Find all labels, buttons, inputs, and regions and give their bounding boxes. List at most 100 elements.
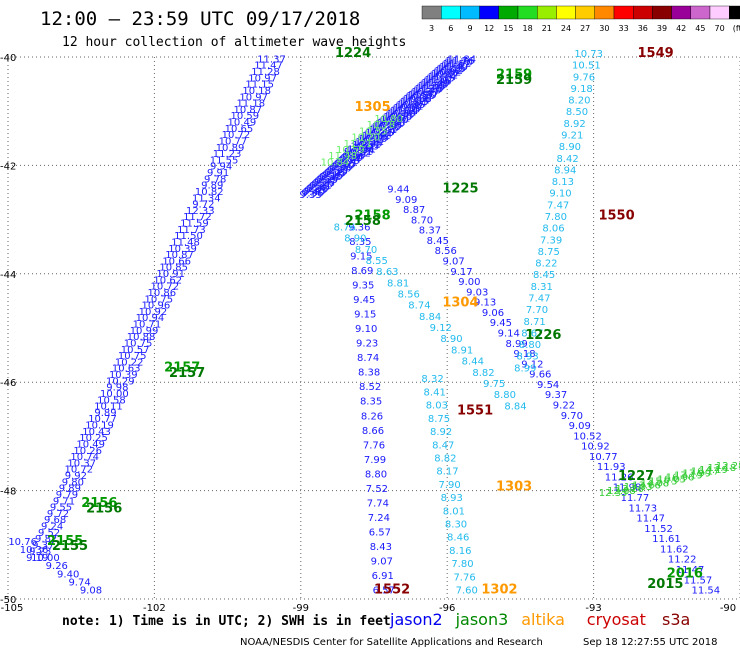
pass-time-label: 2158 [345,214,381,229]
wave-height-label: 9.74 [68,577,90,588]
wave-height-label: 11.28 [251,67,280,78]
wave-height-label: 10.89 [216,143,245,154]
wave-height-label: 11.61 [652,534,681,545]
wave-height-label: 11.72 [183,212,212,223]
wave-height-label: 10.77 [589,452,618,463]
colorbar-label: 18 [523,24,533,33]
wave-height-label: 8.67 [521,328,543,339]
wave-height-label: 7.52 [366,484,388,495]
wave-height-label: 10.37 [405,93,434,104]
wave-height-label: 9.54 [537,380,559,391]
wave-height-label: 10.77 [88,414,117,425]
wave-height-label: 11.23 [213,149,242,160]
chart-title: 12:00 – 23:59 UTC 09/17/2018 [40,8,360,30]
wave-height-label: 9.12 [521,359,543,370]
colorbar-label: (ft) [733,24,740,33]
wave-height-label: 10.72 [150,282,179,293]
wave-height-label: 9.44 [387,185,409,196]
wave-height-label: 10.87 [233,105,262,116]
wave-height-label: 9.13 [474,298,496,309]
wave-height-label: 8.52 [359,382,381,393]
colorbar-label: 12 [484,24,494,33]
wave-height-label: 10.22 [115,357,144,368]
colorbar-swatch [556,5,576,20]
wave-height-label: 10.11 [94,402,123,413]
wave-height-label: 10.51 [375,119,404,130]
wave-height-label: 10.04 [346,146,375,157]
wave-height-label: 8.70 [355,245,377,256]
wave-height-label: 6.57 [373,586,395,597]
wave-height-label: 8.91 [451,345,473,356]
wave-height-label: 10.99 [130,326,159,337]
wave-height-label: 9.06 [482,308,504,319]
wave-height-label: 11.70 [444,57,473,68]
wave-height-label: 11.26 [423,77,452,88]
colorbar-swatch [652,5,672,20]
pass-time-label: 1226 [525,328,561,343]
wave-height-label: 10.62 [153,275,182,286]
pass-time-label: 2155 [52,539,88,554]
wave-height-label: 9.80 [62,477,84,488]
wave-height-label: 11.48 [328,151,357,162]
wave-height-label: 11.13 [436,65,465,76]
wave-height-label: 11.52 [644,524,673,535]
wave-height-label: 10.61 [382,113,411,124]
colorbar-swatch [460,5,480,20]
x-tick-label: -93 [585,603,601,614]
wave-height-label: 11.54 [692,586,721,597]
wave-height-label: 9.10 [355,324,377,335]
wave-height-label: 11.37 [257,54,286,65]
wave-height-label: 8.74 [408,301,430,312]
wave-height-label: 10.94 [388,107,417,118]
wave-height-label: 10.32 [352,140,381,151]
colorbar-swatch [537,5,557,20]
wave-height-label: 8.44 [462,357,484,368]
wave-height-label: 8.80 [365,469,387,480]
wave-height-label: 9.14 [498,328,520,339]
wave-height-label: 8.01 [443,506,465,517]
wave-height-label: 9.70 [561,411,583,422]
pass-time-label: 1550 [598,209,634,224]
wave-height-label: 11.73 [177,225,206,236]
colorbar-swatch [729,5,740,20]
wave-height-label: 11.23 [415,84,444,95]
colorbar-label: 9 [467,24,472,33]
wave-height-label: 9.40 [57,569,79,580]
wave-height-label: 10.65 [225,124,254,135]
wave-height-label: 9.94 [339,155,361,166]
wave-height-label: 10.00 [31,553,60,564]
colorbar-label: 36 [638,24,648,33]
wave-height-label: 11.07 [424,75,453,86]
wave-height-label: 11.47 [636,514,665,525]
wave-height-label: 9.23 [29,547,51,558]
wave-height-label: 7.90 [439,480,461,491]
wave-height-label: 8.45 [533,270,555,281]
colorbar-label: 15 [503,24,513,33]
wave-height-label: 11.77 [621,493,650,504]
colorbar-swatch [517,5,538,20]
wave-height-label: 7.74 [367,498,389,509]
wave-height-label: 10.22 [342,149,371,160]
wave-height-label: 9.26 [46,561,68,572]
wave-height-label: 9.40 [303,187,325,198]
wave-height-label: 11.14 [401,96,430,107]
wave-height-label: 9.15 [350,251,372,262]
wave-height-label: 10.36 [20,545,49,556]
wave-height-label: 9.18 [571,84,593,95]
pass-time-label: 2016 [667,566,703,581]
wave-height-label: 11.21 [344,139,373,150]
legend-altika: altika [521,610,565,629]
wave-height-label: 11.84 [448,54,477,65]
wave-height-label: 9.96 [342,152,364,163]
wave-height-label: 10.43 [82,427,111,438]
wave-height-label: 8.45 [427,236,449,247]
wave-height-label: 10.80 [374,114,403,125]
wave-height-label: 10.80 [387,109,416,120]
wave-height-values: 11.3711.4711.2810.9711.1510.1810.9711.18… [8,49,740,597]
wave-height-label: 9.10 [549,189,571,200]
wave-height-label: 9.78 [337,156,359,167]
wave-height-label: 8.80 [494,390,516,401]
pass-time-label: 1303 [496,480,532,495]
wave-height-label: 10.52 [573,431,602,442]
wave-height-label: 9.25 [324,168,346,179]
